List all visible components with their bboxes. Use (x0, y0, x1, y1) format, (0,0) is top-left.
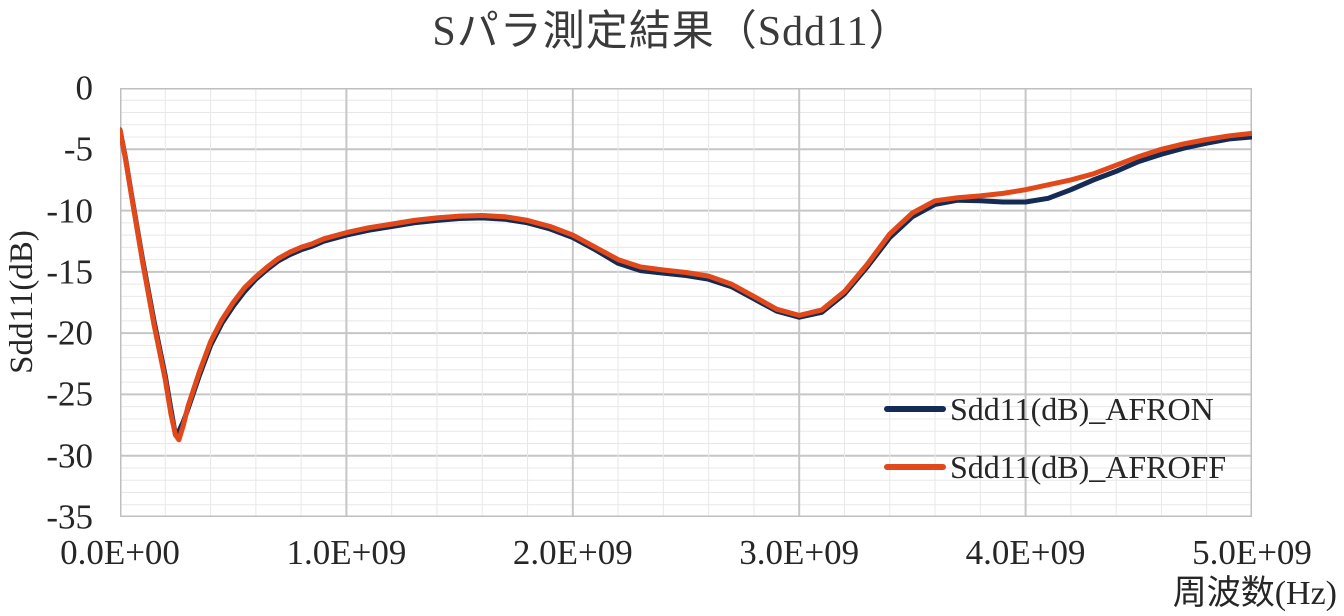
x-axis-tick-label: 3.0E+09 (739, 533, 860, 572)
legend-label-afroff: Sdd11(dB)_AFROFF (950, 449, 1227, 485)
legend-entry-afron: Sdd11(dB)_AFRON (884, 392, 1226, 426)
y-axis-tick-label: -35 (46, 497, 93, 537)
legend-label-afron: Sdd11(dB)_AFRON (950, 391, 1214, 427)
x-axis-tick-label: 5.0E+09 (1192, 533, 1312, 572)
afroff-line-swatch-icon (884, 464, 946, 470)
series-line-Sdd11(dB)_AFROFF (120, 127, 1252, 443)
x-axis-tick-labels: 0.0E+00 1.0E+09 2.0E+09 3.0E+09 4.0E+09 5.0E+… (60, 533, 1312, 579)
chart-title: Sパラ測定結果（Sdd11） (432, 9, 912, 55)
legend-entry-afroff: Sdd11(dB)_AFROFF (884, 450, 1226, 484)
x-axis-tick-label: 0.0E+00 (60, 533, 180, 572)
x-axis-tick-label: 2.0E+09 (512, 533, 633, 572)
y-axis-tick-label: -10 (46, 191, 93, 231)
y-axis-tick-label: -15 (46, 252, 93, 292)
x-axis-tick-label: 4.0E+09 (965, 533, 1086, 572)
legend: Sdd11(dB)_AFRON Sdd11(dB)_AFROFF (884, 392, 1226, 484)
y-axis-tick-labels: 0 -5 -10 -15 -20 -25 -30 -35 (0, 71, 95, 535)
y-axis-tick-label: 0 (75, 68, 94, 108)
x-axis-tick-label: 1.0E+09 (286, 533, 407, 572)
y-axis-tick-label: -25 (46, 374, 93, 414)
y-axis-tick-label: -20 (46, 313, 93, 353)
plot-area (120, 88, 1252, 517)
y-axis-tick-label: -5 (63, 129, 93, 169)
y-axis-tick-label: -30 (46, 436, 93, 476)
x-axis-title: 周波数(Hz) (1172, 575, 1337, 612)
afron-line-swatch-icon (884, 406, 946, 412)
chart-svg (120, 88, 1252, 517)
